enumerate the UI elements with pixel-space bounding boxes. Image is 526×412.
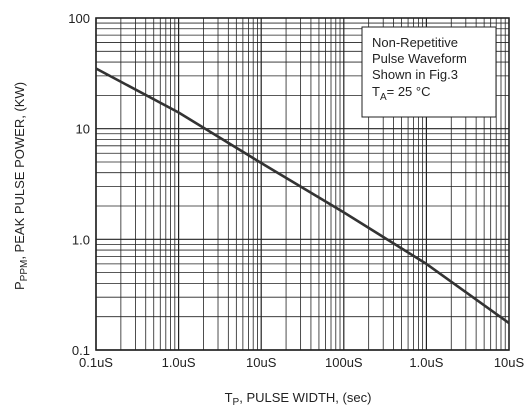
legend-line-3: Shown in Fig.3 — [372, 67, 458, 82]
series-group — [95, 67, 510, 325]
legend-line-2: Pulse Waveform — [372, 51, 467, 66]
y-tick-label: 100 — [68, 11, 90, 26]
x-tick-label: 100uS — [325, 355, 363, 370]
y-axis-label: PPPM, PEAK PULSE POWER, (KW) — [12, 82, 30, 290]
plot-frame — [95, 17, 510, 351]
legend-box — [361, 26, 497, 118]
legend-temp-subscript: A — [380, 92, 387, 103]
legend-line-1: Non-Repetitive — [372, 35, 458, 50]
legend-temp-symbol: T — [372, 84, 380, 99]
x-tick-label: 1.0uS — [162, 355, 196, 370]
x-tick-label: 10uS — [246, 355, 277, 370]
x-axis-label-symbol: T — [225, 390, 233, 405]
x-axis-label: TP, PULSE WIDTH, (sec) — [225, 390, 372, 408]
y-axis-label-subscript: PPM — [19, 260, 30, 282]
y-tick-labels: 0.1 1.0 10 100 — [68, 11, 90, 358]
x-tick-labels: 0.1uS 1.0uS 10uS 100uS 1.0uS 10uS — [79, 355, 524, 370]
y-axis-label-text: , PEAK PULSE POWER, (KW) — [12, 82, 27, 260]
x-axis-label-subscript: P — [233, 397, 240, 408]
x-tick-label: 1.0uS — [409, 355, 443, 370]
power-curve-line — [95, 67, 510, 325]
y-tick-label: 10 — [76, 122, 90, 137]
y-tick-label: 0.1 — [72, 343, 90, 358]
legend-line-4: TA= 25 °C — [372, 84, 431, 103]
legend: Non-Repetitive Pulse Waveform Shown in F… — [361, 26, 497, 118]
grid — [95, 18, 509, 351]
y-tick-label: 1.0 — [72, 232, 90, 247]
x-tick-label: 0.1uS — [79, 355, 113, 370]
x-tick-label: 10uS — [494, 355, 525, 370]
y-axis-label-symbol: P — [12, 281, 27, 290]
x-axis-label-text: , PULSE WIDTH, (sec) — [239, 390, 371, 405]
legend-temp-value: = 25 °C — [387, 84, 431, 99]
